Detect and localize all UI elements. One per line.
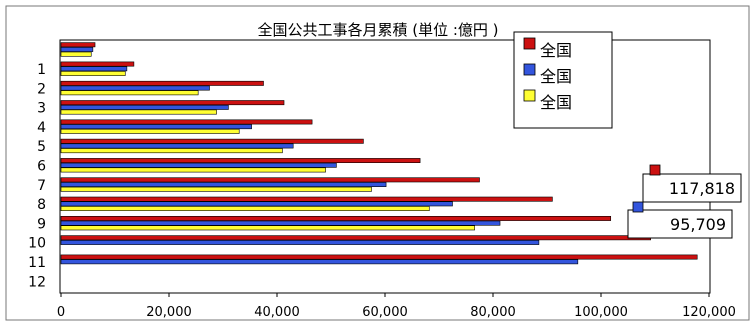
bar-blue-3 <box>60 104 229 110</box>
category-label: 11 <box>28 255 46 271</box>
bar-yellow-2 <box>60 90 199 96</box>
category-label: 9 <box>37 216 46 232</box>
x-tick-label: 100,000 <box>574 305 628 320</box>
bar-red-10 <box>60 235 651 241</box>
x-tick-label: 60,000 <box>362 305 408 320</box>
bar-red-1 <box>60 61 135 67</box>
bar-red-blank <box>60 42 96 48</box>
bar-red-8 <box>60 196 553 202</box>
bar-red-4 <box>60 119 313 125</box>
bar-blue-2 <box>60 85 210 91</box>
bar-blue-7 <box>60 182 387 187</box>
category-label: 1 <box>37 62 46 78</box>
x-tick-label: 20,000 <box>146 305 192 320</box>
bar-red-6 <box>60 158 421 163</box>
legend-swatch-blue <box>523 63 536 76</box>
category-label: 8 <box>37 197 46 213</box>
x-tick-label: 0 <box>57 305 65 320</box>
bar-red-7 <box>60 177 480 183</box>
category-label: 4 <box>37 120 46 136</box>
bar-blue-9 <box>60 220 501 226</box>
bar-blue-6 <box>60 162 337 168</box>
bar-yellow-blank <box>60 51 92 57</box>
bar-yellow-8 <box>60 206 430 211</box>
bar-blue-11 <box>60 259 579 265</box>
category-label: 12 <box>28 274 46 290</box>
annotation-marker <box>632 201 644 213</box>
bar-yellow-3 <box>60 109 217 115</box>
x-tick-label: 80,000 <box>470 305 516 320</box>
bar-blue-1 <box>60 66 128 72</box>
bar-yellow-9 <box>60 225 475 231</box>
bar-yellow-4 <box>60 128 240 134</box>
legend-swatch-yellow <box>523 89 536 102</box>
x-tick-label: 120,000 <box>682 305 736 320</box>
chart-frame <box>5 5 750 321</box>
bar-red-11 <box>60 254 698 260</box>
bar-yellow-1 <box>60 71 126 76</box>
annotation-label: 95,709 <box>670 215 726 234</box>
category-label: 3 <box>37 101 46 117</box>
bar-red-9 <box>60 216 612 221</box>
annotation-box <box>642 173 742 203</box>
bar-red-5 <box>60 138 364 144</box>
category-label: 6 <box>37 159 46 175</box>
legend-label: 全国 <box>540 67 572 86</box>
annotations: 117,818 95,709 <box>627 164 742 239</box>
x-tick-label: 40,000 <box>254 305 300 320</box>
annotation-box <box>627 209 733 239</box>
bar-blue-blank <box>60 46 94 52</box>
annotation-label: 117,818 <box>669 179 735 198</box>
bar-yellow-7 <box>60 186 372 192</box>
annotation-marker <box>649 164 661 176</box>
legend-label: 全国 <box>540 41 572 60</box>
bar-blue-8 <box>60 201 453 207</box>
bar-blue-10 <box>60 240 540 245</box>
bar-yellow-5 <box>60 148 283 154</box>
bar-red-3 <box>60 100 285 106</box>
bars-layer <box>60 42 698 265</box>
bar-yellow-6 <box>60 167 326 173</box>
category-label: 10 <box>28 236 46 252</box>
bar-blue-5 <box>60 143 294 149</box>
bar-red-2 <box>60 80 264 86</box>
x-axis: 0 20,000 40,000 60,000 80,000 100,000 120,000 <box>57 293 736 320</box>
legend-swatch-red <box>523 37 536 50</box>
bar-blue-4 <box>60 124 252 130</box>
category-label: 7 <box>37 178 46 194</box>
chart-title: 全国公共工事各月累積 (単位 :億円 ) <box>257 21 498 39</box>
category-label: 5 <box>37 139 46 155</box>
category-label: 2 <box>37 81 46 97</box>
legend-label: 全国 <box>540 93 572 112</box>
